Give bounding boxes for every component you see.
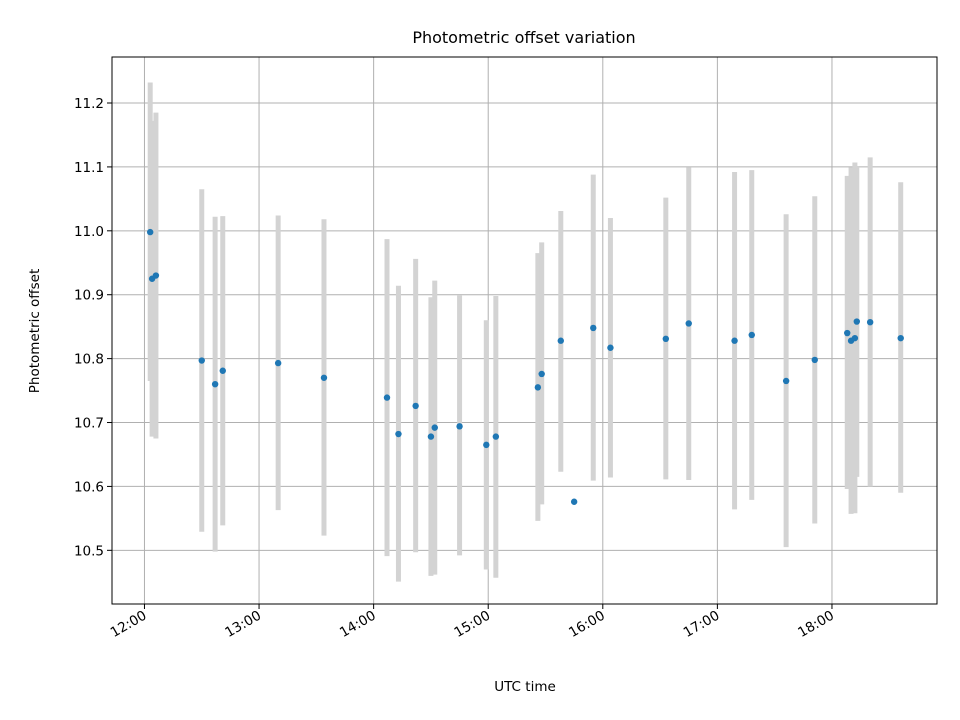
y-tick-label: 10.9 (74, 288, 104, 304)
y-tick-label: 10.7 (74, 416, 104, 432)
chart-title: Photometric offset variation (412, 28, 635, 47)
data-point (211, 380, 219, 388)
data-point (412, 402, 419, 410)
data-point (851, 334, 859, 342)
data-point (731, 337, 738, 344)
data-point (534, 384, 542, 391)
x-axis-label: UTC time (494, 679, 556, 695)
data-point (320, 374, 328, 381)
data-point (146, 228, 154, 236)
data-point (570, 498, 578, 505)
data-point (685, 320, 692, 327)
y-tick-label: 10.8 (74, 352, 104, 368)
data-point (274, 359, 282, 367)
y-tick-label: 11.2 (74, 96, 104, 112)
data-point (152, 272, 160, 279)
data-point (662, 335, 670, 343)
data-point (782, 377, 790, 385)
data-point (866, 318, 874, 326)
plot-frame (111, 56, 938, 605)
data-point (383, 394, 391, 401)
data-point (897, 334, 904, 342)
y-axis-label: Photometric offset (27, 269, 43, 393)
data-point (811, 356, 818, 364)
data-point (456, 423, 463, 430)
data-point (198, 357, 205, 364)
y-tick-label: 11.0 (74, 224, 104, 240)
data-point (748, 331, 755, 339)
data-point (492, 433, 500, 440)
data-point (483, 441, 490, 449)
data-point (590, 324, 597, 332)
data-points (146, 228, 904, 505)
grid (112, 57, 937, 604)
data-point (853, 318, 860, 325)
data-point (538, 370, 545, 378)
data-point (557, 337, 564, 344)
y-tick-label: 11.1 (74, 160, 104, 176)
y-axis: 10.5 10.6 10.7 10.8 10.9 11.0 11.1 11.2 (74, 96, 112, 559)
y-tick-label: 10.5 (74, 543, 104, 559)
data-point (607, 344, 614, 351)
data-point (431, 424, 438, 431)
data-point (395, 430, 402, 438)
data-point (427, 433, 435, 440)
data-point (844, 329, 851, 337)
data-point (219, 367, 226, 374)
y-tick-label: 10.6 (74, 479, 104, 495)
